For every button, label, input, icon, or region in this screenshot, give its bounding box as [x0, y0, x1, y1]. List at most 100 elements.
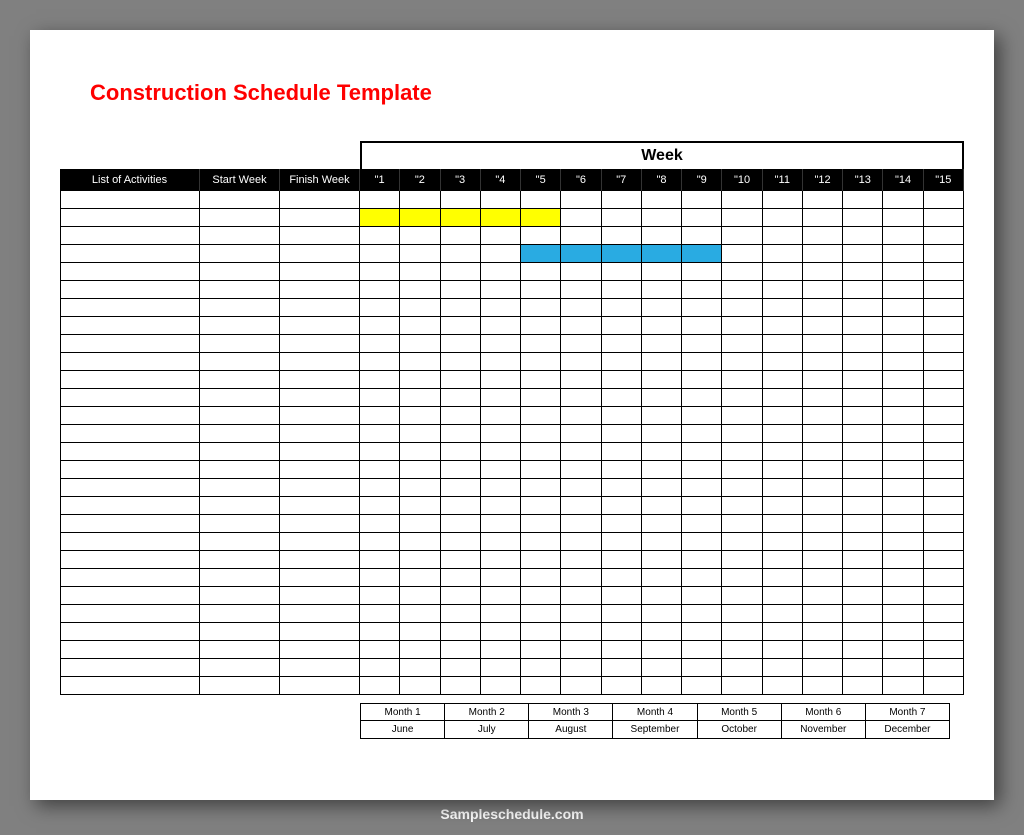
cell-week — [883, 227, 923, 245]
cell-activity — [60, 515, 200, 533]
cell-week — [441, 245, 481, 263]
cell-week — [400, 371, 440, 389]
cell-week — [521, 353, 561, 371]
cell-week — [843, 461, 883, 479]
cell-week — [803, 425, 843, 443]
cell-week — [843, 389, 883, 407]
cell-week — [360, 659, 400, 677]
header-week-11: "11 — [763, 169, 803, 191]
grid-row — [60, 479, 964, 497]
cell-week — [441, 551, 481, 569]
cell-week — [400, 245, 440, 263]
cell-week — [360, 407, 400, 425]
cell-week — [602, 407, 642, 425]
cell-week — [722, 533, 762, 551]
cell-week — [642, 191, 682, 209]
cell-finish — [280, 569, 360, 587]
cell-week — [561, 569, 601, 587]
cell-week — [441, 623, 481, 641]
cell-week — [843, 659, 883, 677]
cell-week — [602, 497, 642, 515]
cell-week — [722, 551, 762, 569]
cell-week — [360, 353, 400, 371]
cell-week — [763, 263, 803, 281]
cell-week — [803, 623, 843, 641]
cell-week — [924, 569, 964, 587]
cell-week — [883, 533, 923, 551]
cell-week — [843, 299, 883, 317]
cell-week — [642, 497, 682, 515]
cell-week — [883, 551, 923, 569]
month-name-3: August — [529, 721, 613, 739]
cell-week — [883, 443, 923, 461]
cell-week — [883, 371, 923, 389]
cell-week — [682, 533, 722, 551]
cell-week — [561, 587, 601, 605]
cell-week — [803, 641, 843, 659]
cell-week — [843, 443, 883, 461]
cell-week — [481, 569, 521, 587]
cell-week — [642, 209, 682, 227]
cell-week — [763, 425, 803, 443]
cell-week — [763, 317, 803, 335]
cell-week — [722, 389, 762, 407]
cell-week — [481, 227, 521, 245]
cell-finish — [280, 533, 360, 551]
cell-week — [642, 443, 682, 461]
cell-week — [481, 443, 521, 461]
cell-week — [481, 461, 521, 479]
header-week-14: "14 — [883, 169, 923, 191]
cell-week — [803, 407, 843, 425]
cell-week — [642, 533, 682, 551]
cell-week — [682, 551, 722, 569]
cell-week — [883, 605, 923, 623]
cell-week — [722, 371, 762, 389]
cell-week — [521, 641, 561, 659]
cell-week — [642, 335, 682, 353]
cell-finish — [280, 551, 360, 569]
cell-week — [521, 623, 561, 641]
cell-week — [400, 479, 440, 497]
cell-week — [803, 605, 843, 623]
page-title: Construction Schedule Template — [90, 80, 964, 106]
cell-start — [200, 371, 280, 389]
cell-start — [200, 461, 280, 479]
cell-week — [642, 407, 682, 425]
grid-row — [60, 407, 964, 425]
cell-week — [441, 587, 481, 605]
cell-finish — [280, 497, 360, 515]
cell-finish — [280, 335, 360, 353]
cell-activity — [60, 299, 200, 317]
cell-finish — [280, 317, 360, 335]
cell-week — [521, 461, 561, 479]
cell-week — [843, 191, 883, 209]
cell-week — [561, 317, 601, 335]
cell-week — [722, 209, 762, 227]
cell-week — [360, 371, 400, 389]
cell-week — [843, 317, 883, 335]
cell-finish — [280, 641, 360, 659]
cell-week — [843, 425, 883, 443]
cell-week — [481, 371, 521, 389]
cell-week — [481, 677, 521, 695]
cell-week — [561, 281, 601, 299]
cell-start — [200, 299, 280, 317]
grid-row — [60, 353, 964, 371]
cell-week — [682, 479, 722, 497]
cell-week — [561, 551, 601, 569]
cell-week — [803, 317, 843, 335]
cell-activity — [60, 677, 200, 695]
cell-week — [400, 317, 440, 335]
cell-activity — [60, 281, 200, 299]
cell-start — [200, 353, 280, 371]
cell-week — [722, 515, 762, 533]
cell-week — [481, 587, 521, 605]
cell-week — [561, 677, 601, 695]
cell-week — [682, 281, 722, 299]
cell-week — [803, 515, 843, 533]
cell-week — [602, 389, 642, 407]
cell-week — [602, 263, 642, 281]
cell-week — [642, 659, 682, 677]
header-activities: List of Activities — [60, 169, 200, 191]
cell-week — [722, 587, 762, 605]
